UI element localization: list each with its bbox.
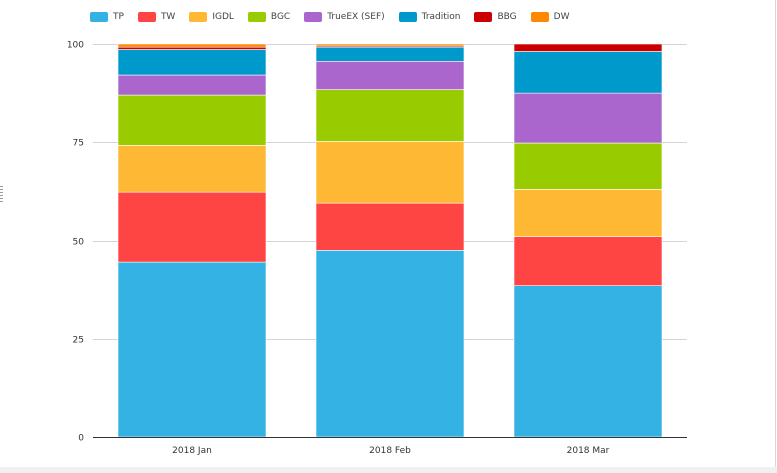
bar-segment xyxy=(117,94,267,146)
bar-segment xyxy=(513,285,663,438)
bar-segment xyxy=(315,89,465,142)
bar-segment xyxy=(513,51,663,94)
legend-label: Tradition xyxy=(421,12,461,22)
bottom-scrollbar-strip xyxy=(0,467,777,473)
legend-item[interactable]: Tradition xyxy=(398,12,461,22)
x-tick-label: 2018 Feb xyxy=(369,446,411,456)
bar-segment xyxy=(513,142,663,190)
legend-label: TW xyxy=(160,12,176,22)
legend-swatch xyxy=(304,12,323,22)
bar-segment xyxy=(315,43,465,47)
legend-item[interactable]: BBG xyxy=(474,12,517,22)
chart-legend: TP TW IGDL BGC TrueEX (SEF) Tradition BBG DW xyxy=(90,9,584,25)
legend-label: BBG xyxy=(497,12,517,22)
bar-segment xyxy=(117,49,267,76)
legend-swatch xyxy=(247,12,266,22)
bar-segment xyxy=(513,92,663,144)
legend-label: BGC xyxy=(270,12,291,22)
legend-swatch xyxy=(474,12,493,22)
x-tick-label: 2018 Jan xyxy=(172,446,212,456)
y-tick-label: 100 xyxy=(67,41,84,51)
y-tick-label: 0 xyxy=(78,434,84,444)
bar-segment xyxy=(117,74,267,96)
bar-segment xyxy=(513,236,663,286)
y-tick-label: 50 xyxy=(73,238,85,248)
legend-item[interactable]: BGC xyxy=(247,12,291,22)
legend-swatch xyxy=(189,12,208,22)
bar-segment xyxy=(117,191,267,263)
legend-swatch xyxy=(398,12,417,22)
bar-segment xyxy=(315,60,465,90)
bar-segment xyxy=(513,189,663,237)
legend-swatch xyxy=(530,12,549,22)
bar-segment xyxy=(117,261,267,438)
bar-segment xyxy=(117,43,267,48)
bar-segment xyxy=(315,202,465,251)
bar-segment xyxy=(315,250,465,438)
legend-label: TP xyxy=(113,12,124,22)
y-tick-label: 25 xyxy=(73,336,84,346)
x-tick-label: 2018 Mar xyxy=(567,446,610,456)
legend-item[interactable]: TW xyxy=(137,12,176,22)
bar-segment xyxy=(117,145,267,193)
legend-item[interactable]: TP xyxy=(90,12,124,22)
bar-segment xyxy=(315,141,465,204)
bar-segment xyxy=(117,46,267,50)
legend-item[interactable]: IGDL xyxy=(189,12,234,22)
legend-label: DW xyxy=(553,12,570,22)
bar-segment xyxy=(315,46,465,62)
legend-swatch xyxy=(90,12,108,22)
legend-label: IGDL xyxy=(212,12,234,22)
legend-item[interactable]: TrueEX (SEF) xyxy=(304,12,385,22)
legend-item[interactable]: DW xyxy=(530,12,570,22)
resize-grip-icon[interactable] xyxy=(0,186,3,202)
legend-swatch xyxy=(137,12,156,22)
legend-label: TrueEX (SEF) xyxy=(327,12,385,22)
bar-segment xyxy=(513,43,663,52)
y-tick-label: 75 xyxy=(73,139,84,149)
